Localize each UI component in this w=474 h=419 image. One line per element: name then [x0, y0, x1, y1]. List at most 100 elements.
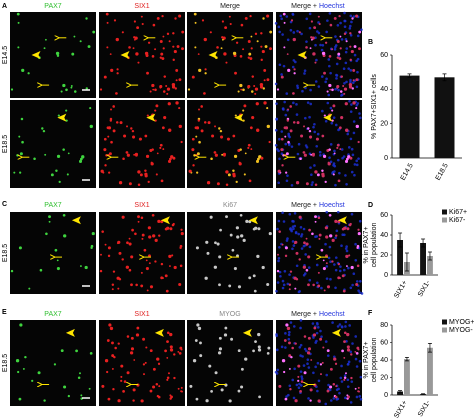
cell: [158, 234, 161, 237]
cell: [65, 109, 68, 112]
image-background: [187, 12, 273, 98]
cell: [239, 213, 243, 217]
nucleus: [280, 130, 284, 133]
error-bar: [407, 73, 412, 78]
y-tick-label: 0: [384, 155, 388, 162]
cell: [197, 53, 200, 56]
cell: [349, 45, 352, 48]
nucleus: [305, 17, 309, 21]
nucleus: [278, 157, 281, 161]
cell: [297, 375, 300, 378]
cell: [152, 367, 156, 371]
legend-swatch: [442, 327, 447, 333]
nucleus: [314, 365, 317, 369]
legend-label: MYOG-: [449, 327, 473, 334]
cell: [151, 55, 155, 58]
nucleus: [349, 69, 353, 72]
nucleus: [317, 379, 321, 383]
nucleus: [275, 372, 279, 375]
nucleus: [288, 212, 292, 216]
cell: [17, 46, 20, 49]
nucleus: [303, 69, 307, 73]
cell: [19, 171, 22, 174]
cell: [232, 172, 236, 176]
cell: [351, 87, 354, 90]
cell: [106, 126, 110, 130]
cell: [298, 31, 301, 34]
cell: [335, 385, 338, 388]
nucleus: [299, 319, 303, 322]
nucleus: [274, 22, 278, 25]
cell: [354, 387, 357, 390]
cell: [111, 367, 114, 370]
cell: [125, 151, 129, 154]
cell: [257, 345, 261, 349]
cell: [247, 84, 251, 89]
nucleus: [285, 239, 289, 242]
nucleus: [295, 103, 298, 106]
nucleus: [281, 33, 284, 36]
nucleus: [334, 123, 338, 127]
image-background: [10, 12, 96, 98]
nucleus: [349, 137, 353, 141]
cell: [133, 153, 136, 156]
nucleus: [343, 81, 346, 85]
cell: [266, 282, 270, 286]
cell: [240, 234, 244, 238]
cell: [323, 71, 326, 75]
cell: [109, 326, 114, 331]
cell: [80, 265, 82, 267]
cell: [329, 367, 333, 371]
cell: [309, 47, 312, 50]
cell: [20, 117, 24, 121]
micrograph: [275, 210, 364, 295]
nucleus: [350, 20, 353, 24]
micrograph: [99, 320, 185, 406]
cell: [168, 157, 172, 161]
cell: [104, 243, 107, 246]
nucleus: [325, 277, 329, 280]
cell: [104, 359, 109, 363]
cell: [248, 276, 252, 280]
micrograph: [99, 212, 185, 294]
nucleus: [282, 220, 286, 223]
cell: [166, 226, 170, 230]
cell: [321, 361, 324, 364]
cell: [345, 254, 349, 259]
channel-label: Merge +: [291, 202, 317, 209]
cell: [168, 40, 171, 43]
cell: [158, 385, 161, 388]
cell: [321, 134, 325, 138]
cell: [149, 285, 154, 289]
cell: [161, 126, 165, 130]
cell: [159, 56, 162, 59]
nucleus: [296, 84, 299, 88]
cell: [130, 283, 133, 287]
cell: [218, 283, 221, 287]
y-axis-label: % PAX7+SIX1+ cells: [371, 74, 378, 139]
nucleus: [302, 227, 306, 231]
nucleus: [351, 283, 354, 287]
cell: [17, 21, 20, 24]
cell: [303, 335, 307, 338]
nucleus: [352, 81, 355, 84]
cell: [145, 259, 148, 262]
nucleus: [299, 343, 303, 347]
cell: [200, 129, 204, 133]
cell: [41, 127, 44, 130]
cell: [292, 121, 296, 124]
cell: [179, 346, 183, 350]
cell: [151, 148, 154, 151]
cell: [303, 153, 307, 157]
cell: [117, 342, 120, 345]
legend-swatch: [442, 209, 447, 215]
cell: [348, 85, 353, 89]
nucleus: [355, 395, 359, 399]
y-tick-label: 40: [380, 86, 388, 93]
nucleus: [328, 64, 331, 68]
nucleus: [311, 181, 314, 184]
cell: [80, 394, 83, 397]
channel-label: PAX7: [44, 311, 61, 318]
nucleus: [300, 384, 303, 387]
nucleus: [287, 134, 291, 137]
